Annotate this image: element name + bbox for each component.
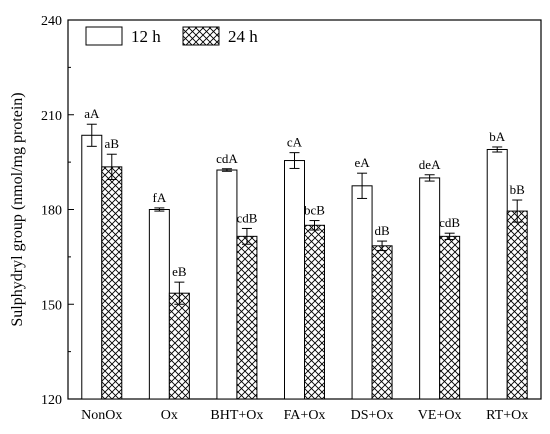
legend-swatch-24h <box>182 26 220 46</box>
data-label: bB <box>510 182 526 197</box>
y-tick-label: 240 <box>41 14 62 29</box>
bar-12h <box>148 209 170 400</box>
data-label: eB <box>172 264 187 279</box>
bar-12h <box>419 177 441 400</box>
bar-24h <box>168 292 190 400</box>
data-label: eA <box>354 155 370 170</box>
bar-12h <box>486 148 508 400</box>
legend-label-12h: 12 h <box>131 27 161 46</box>
data-label: aB <box>105 136 120 151</box>
bar-24h <box>304 224 325 400</box>
legend-swatch-12h <box>85 26 123 46</box>
data-label: bcB <box>304 203 325 218</box>
data-label: deA <box>419 157 441 172</box>
y-axis-title: Sulphydryl group (nmol/mg protein) <box>9 92 26 326</box>
y-tick-label: 120 <box>41 393 62 408</box>
x-tick-label: VE+Ox <box>418 408 462 423</box>
data-label: cdB <box>439 215 460 230</box>
data-label: cdB <box>236 210 257 225</box>
data-label: fA <box>152 190 166 205</box>
data-label: aA <box>84 106 100 121</box>
bar-24h <box>371 245 393 400</box>
bar-12h <box>284 160 305 400</box>
bar-12h <box>216 169 238 400</box>
data-label: cA <box>287 135 303 150</box>
bar-24h <box>236 235 258 400</box>
y-tick-label: 180 <box>41 204 62 219</box>
bar-12h <box>351 185 373 400</box>
x-tick-label: Ox <box>161 408 178 423</box>
x-tick-label: DS+Ox <box>351 408 394 423</box>
x-tick-label: FA+Ox <box>284 408 326 423</box>
y-tick-label: 150 <box>41 298 62 313</box>
data-label: cdA <box>216 151 238 166</box>
x-tick-label: NonOx <box>81 408 122 423</box>
y-tick-label: 210 <box>41 109 62 124</box>
bar-24h <box>101 166 123 400</box>
bar-12h <box>81 134 103 400</box>
x-tick-label: RT+Ox <box>486 408 528 423</box>
data-label: dB <box>374 223 390 238</box>
bar-24h <box>439 235 461 400</box>
bar-24h <box>506 210 528 400</box>
x-tick-label: BHT+Ox <box>210 408 263 423</box>
data-label: bA <box>489 129 506 144</box>
legend-label-24h: 24 h <box>228 27 258 46</box>
